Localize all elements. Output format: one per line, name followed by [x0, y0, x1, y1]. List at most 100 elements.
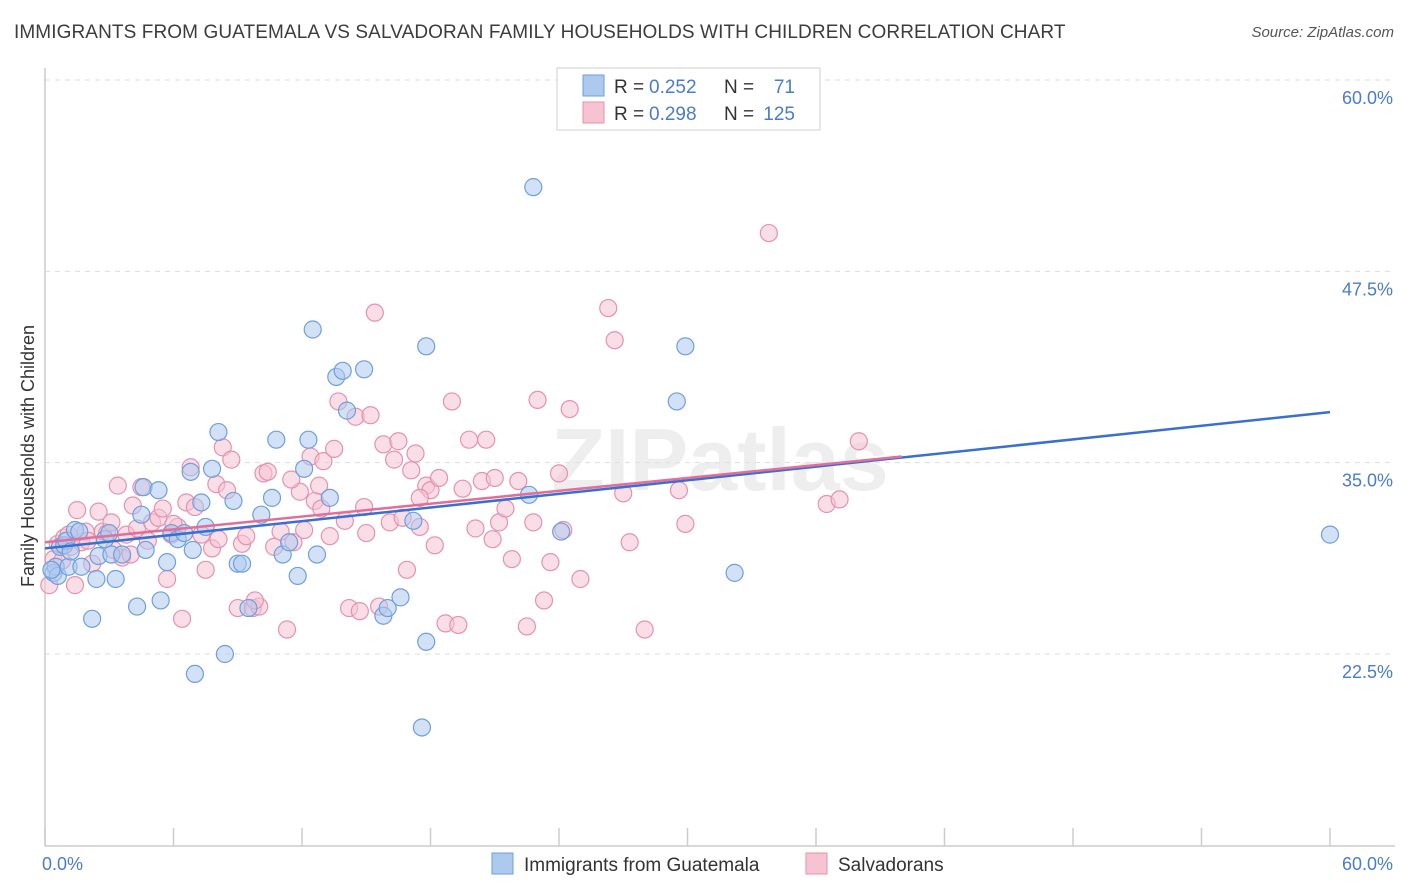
guatemala-point	[417, 632, 436, 651]
salvadoran-point	[410, 488, 429, 507]
salvadoran-point	[549, 464, 569, 483]
salvadoran-point	[153, 499, 172, 518]
salvadoran-point	[65, 576, 85, 595]
salvadoran-point	[310, 476, 329, 495]
salvadoran-point	[425, 536, 444, 555]
legend-n-label: N =	[724, 104, 754, 125]
guatemala-point	[224, 491, 243, 511]
salvadoran-point	[350, 602, 369, 621]
guatemala-point	[72, 557, 91, 576]
salvadoran-point	[477, 430, 496, 449]
salvadoran-point	[209, 530, 228, 549]
guatemala-point	[215, 644, 234, 664]
guatemala-point	[552, 522, 571, 541]
bottom-legend-swatch-guatemala	[491, 852, 514, 875]
salvadoran-point	[374, 435, 393, 454]
salvadoran-point	[361, 406, 380, 425]
guatemala-point	[299, 430, 318, 449]
salvadoran-point	[517, 617, 536, 636]
salvadoran-point	[483, 530, 502, 549]
salvadoran-point	[759, 223, 778, 243]
guatemala-point	[185, 664, 205, 683]
legend-r-value: 0.298	[649, 104, 697, 125]
salvadoran-point	[406, 444, 425, 463]
salvadoran-point	[541, 553, 560, 572]
salvadoran-point	[320, 527, 339, 546]
salvadoran-point	[314, 452, 333, 471]
source-label: Source: ZipAtlas.com	[1251, 24, 1394, 41]
guatemala-point	[391, 588, 410, 607]
guatemala-point	[303, 320, 322, 339]
guatemala-point	[1320, 525, 1340, 544]
axes	[44, 68, 1395, 847]
grid-lines	[45, 79, 1395, 655]
salvadorans-points	[40, 223, 868, 639]
salvadoran-trend-line	[44, 455, 902, 544]
salvadoran-point	[108, 476, 127, 495]
salvadoran-point	[524, 513, 543, 532]
salvadoran-point	[222, 450, 241, 469]
salvadoran-point	[277, 620, 297, 639]
guatemala-point	[202, 459, 222, 478]
salvadoran-point	[676, 514, 695, 533]
guatemala-point	[333, 361, 352, 380]
guatemala-point	[267, 430, 286, 449]
salvadoran-point	[560, 399, 579, 419]
guatemala-point	[181, 462, 200, 481]
x-tick-label-min: 0.0%	[42, 854, 83, 874]
salvadoran-point	[89, 502, 108, 521]
x-ticks	[44, 828, 1331, 846]
salvadoran-point	[485, 468, 504, 488]
salvadoran-point	[365, 303, 384, 322]
guatemala-point	[280, 533, 299, 552]
guatemala-point	[132, 505, 151, 524]
salvadoran-point	[429, 468, 449, 488]
salvadoran-point	[295, 520, 314, 540]
guatemala-point	[667, 392, 686, 411]
y-axis-label: Family Households with Children	[18, 325, 38, 587]
salvadoran-point	[459, 430, 479, 449]
guatemala-point	[157, 553, 177, 572]
salvadoran-point	[496, 499, 515, 518]
salvadoran-point	[402, 461, 421, 480]
y-tick-label: 60.0%	[1342, 88, 1393, 108]
bottom-legend: Immigrants from Guatemala Salvadorans	[491, 852, 944, 876]
salvadoran-point	[258, 462, 277, 481]
guatemala-point	[404, 511, 423, 530]
salvadoran-point	[453, 479, 472, 498]
guatemala-point	[83, 609, 102, 628]
guatemala-point	[106, 569, 125, 589]
legend-swatch-guatemala	[582, 74, 605, 97]
bottom-legend-swatch-salvadorans	[805, 852, 828, 875]
guatemala-point	[42, 560, 61, 579]
guatemala-point	[232, 554, 252, 573]
guatemala-point	[183, 540, 202, 560]
guatemala-point	[209, 422, 228, 442]
chart-title: IMMIGRANTS FROM GUATEMALA VS SALVADORAN …	[14, 22, 1066, 43]
y-tick-label: 47.5%	[1342, 279, 1393, 299]
salvadoran-point	[384, 450, 404, 469]
guatemala-point	[676, 337, 695, 356]
guatemala-point	[136, 540, 155, 560]
guatemala-point	[412, 718, 432, 737]
salvadoran-point	[605, 331, 624, 350]
guatemala-point	[355, 360, 374, 379]
guatemala-point	[134, 478, 153, 497]
guatemala-point	[524, 178, 543, 197]
salvadoran-point	[237, 527, 256, 546]
guatemala-trend-line	[44, 410, 1331, 550]
salvadoran-point	[397, 560, 417, 579]
salvadoran-point	[442, 392, 462, 411]
salvadoran-point	[509, 471, 528, 491]
y-tick-label: 35.0%	[1342, 471, 1393, 491]
salvadoran-point	[357, 523, 376, 543]
salvadoran-point	[571, 569, 590, 589]
y-tick-label: 22.5%	[1342, 662, 1393, 682]
salvadoran-point	[389, 432, 408, 451]
salvadoran-point	[528, 390, 547, 410]
x-tick-label-max: 60.0%	[1342, 854, 1393, 874]
guatemala-point	[87, 569, 106, 589]
salvadoran-point	[172, 609, 192, 628]
guatemala-point	[112, 545, 132, 564]
